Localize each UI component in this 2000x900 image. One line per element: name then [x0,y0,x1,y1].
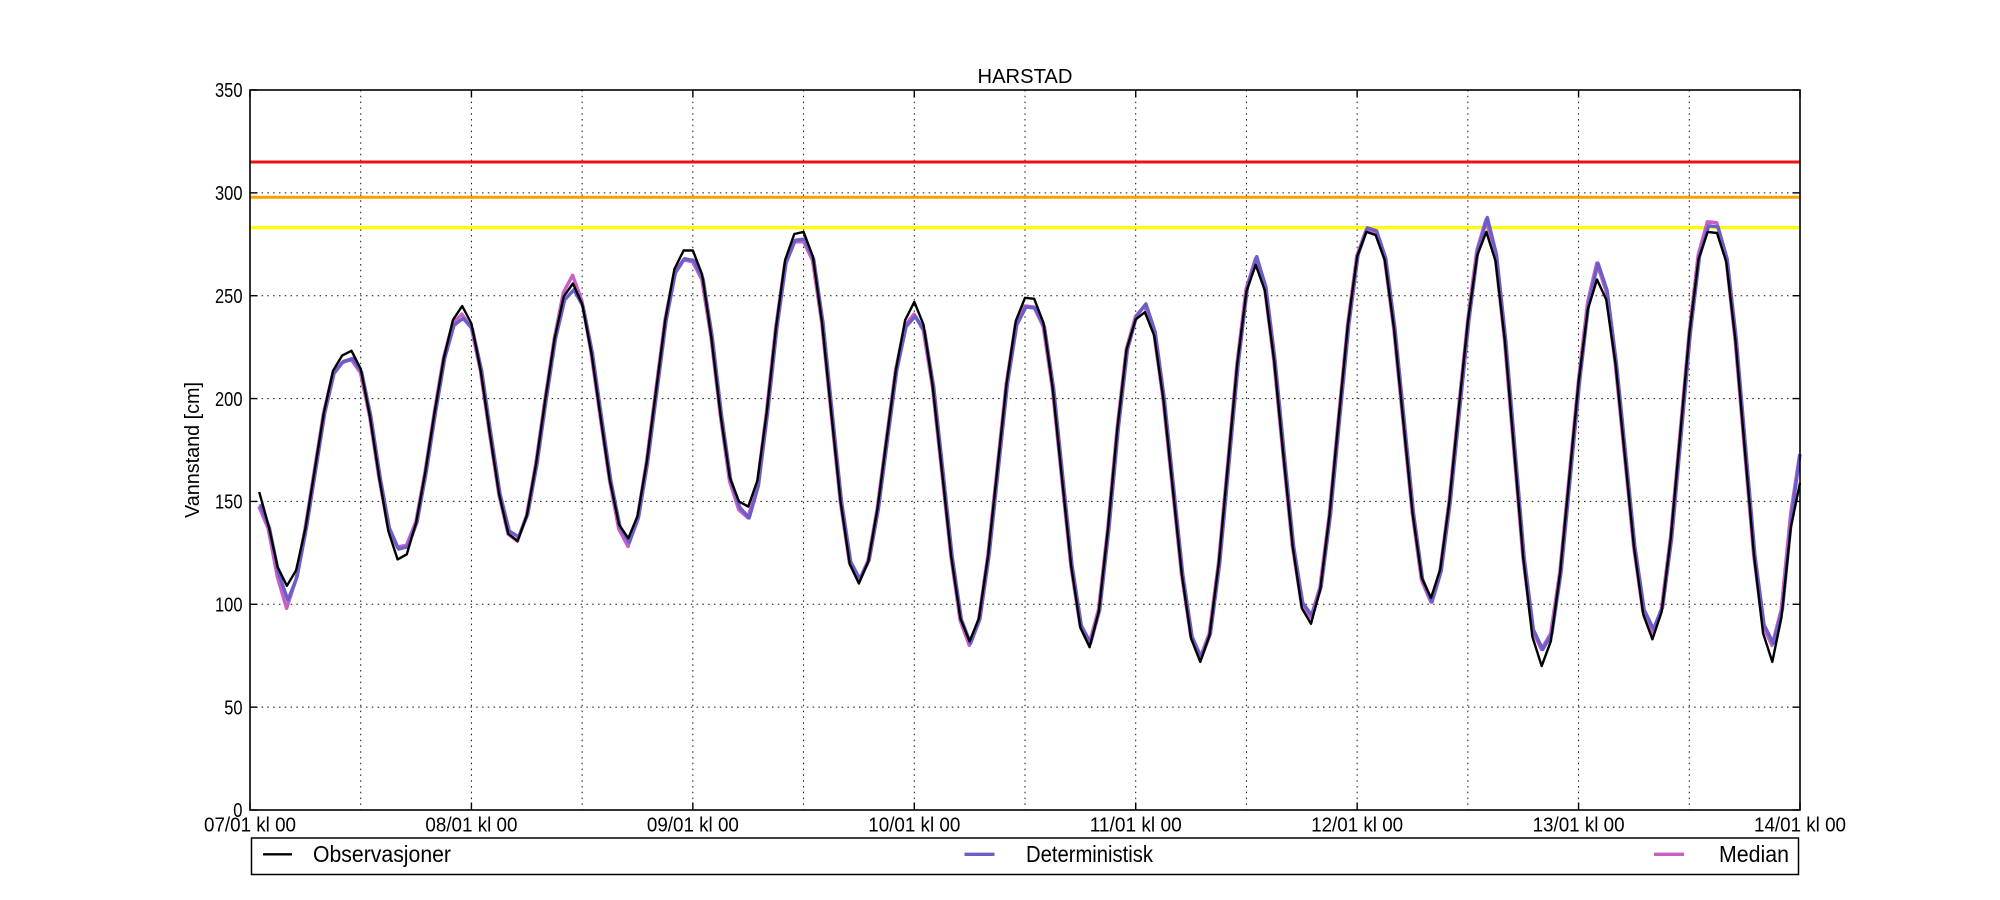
svg-text:13/01 kl 00: 13/01 kl 00 [1533,815,1625,837]
svg-text:0: 0 [233,800,242,822]
svg-text:250: 250 [215,286,243,308]
svg-text:50: 50 [224,697,242,719]
svg-text:Observasjoner: Observasjoner [313,841,451,867]
svg-text:Deterministisk: Deterministisk [1026,841,1153,867]
svg-text:100: 100 [215,595,243,617]
svg-text:12/01 kl 00: 12/01 kl 00 [1311,815,1403,837]
svg-text:09/01 kl 00: 09/01 kl 00 [647,815,739,837]
svg-text:350: 350 [215,80,243,102]
svg-text:11/01 kl 00: 11/01 kl 00 [1090,815,1182,837]
svg-text:200: 200 [215,389,243,411]
svg-text:10/01 kl 00: 10/01 kl 00 [868,815,960,837]
svg-text:Vannstand [cm]: Vannstand [cm] [182,382,204,518]
svg-text:08/01 kl 00: 08/01 kl 00 [425,815,517,837]
svg-text:07/01 kl 00: 07/01 kl 00 [204,815,296,837]
svg-text:150: 150 [215,492,243,514]
svg-text:HARSTAD: HARSTAD [978,66,1073,88]
svg-text:300: 300 [215,183,243,205]
svg-text:Median: Median [1719,841,1789,867]
svg-text:14/01 kl 00: 14/01 kl 00 [1754,815,1846,837]
